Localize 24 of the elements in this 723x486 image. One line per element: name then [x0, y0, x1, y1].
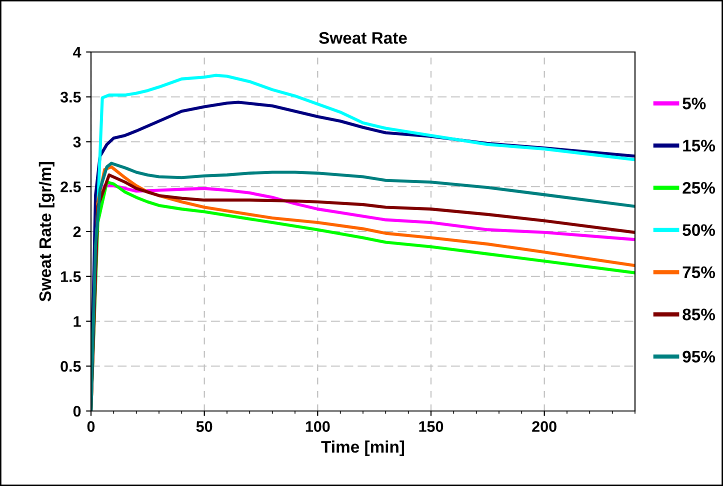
legend-label: 25%: [682, 182, 716, 194]
legend-label: 75%: [682, 266, 716, 278]
y-tick-label: 1.5: [61, 271, 81, 282]
x-tick-label: 100: [306, 421, 330, 432]
legend-label: 95%: [682, 350, 716, 363]
y-tick-label: 0: [73, 406, 81, 417]
chart-title: Sweat Rate: [319, 32, 407, 44]
y-tick-label: 3.5: [60, 92, 81, 103]
legend-label: 85%: [682, 308, 716, 320]
y-tick-label: 4: [73, 47, 82, 58]
y-tick-label: 0.5: [60, 360, 81, 372]
x-tick-label: 150: [419, 421, 444, 432]
y-tick-label: 1: [74, 316, 81, 327]
legend-label: 5%: [682, 98, 706, 110]
x-tick-label: 0: [87, 421, 95, 432]
y-tick-label: 3: [73, 136, 81, 148]
x-tick-label: 50: [196, 421, 212, 432]
y-tick-label: 2: [73, 226, 81, 238]
y-axis-title: Sweat Rate [gr/m]: [38, 162, 54, 302]
y-tick-label: 2.5: [60, 181, 81, 192]
x-tick-label: 200: [532, 421, 556, 432]
x-axis-title: Time [min]: [321, 440, 404, 456]
legend-label: 50%: [682, 224, 716, 236]
legend-label: 15%: [683, 140, 716, 152]
